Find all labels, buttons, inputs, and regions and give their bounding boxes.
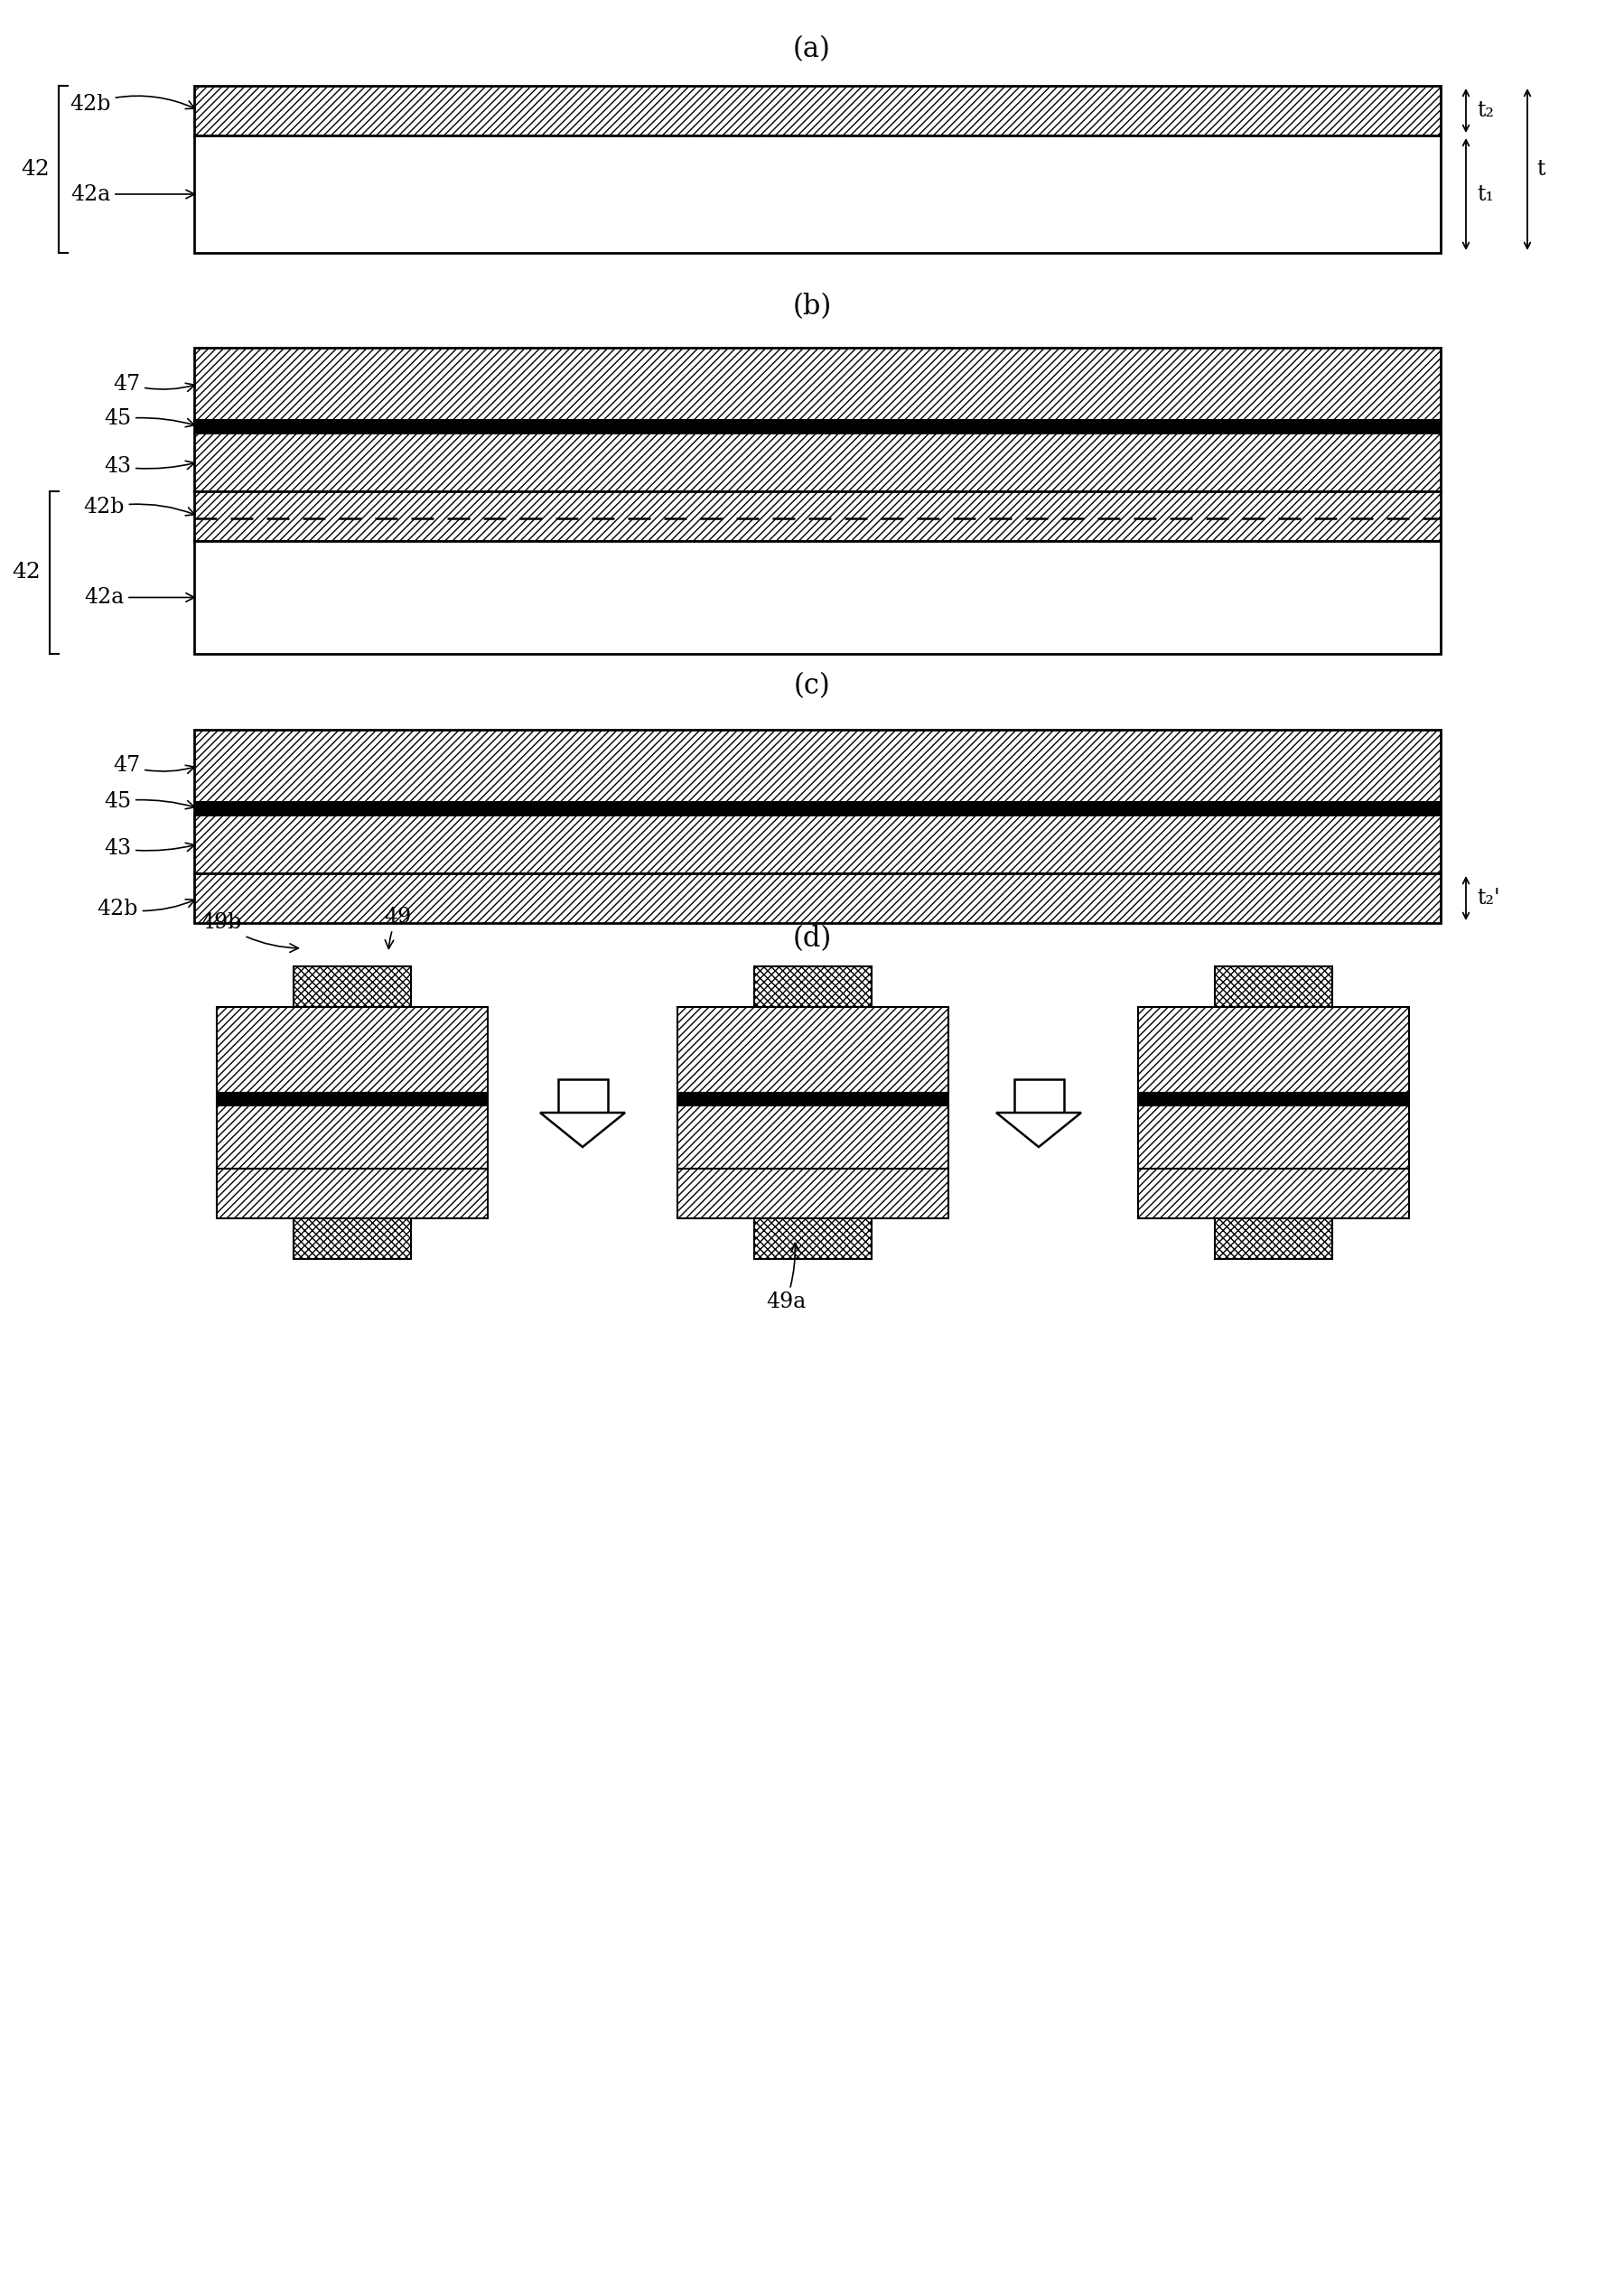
- Text: (d): (d): [793, 926, 831, 953]
- Bar: [195, 421, 1440, 432]
- Bar: [195, 730, 1440, 803]
- Text: 42b: 42b: [70, 93, 195, 114]
- Bar: [195, 348, 1440, 421]
- Bar: [677, 1106, 948, 1169]
- Text: t: t: [1536, 159, 1544, 180]
- Bar: [195, 814, 1440, 874]
- Text: t₂: t₂: [1476, 100, 1494, 121]
- Bar: [1138, 1169, 1410, 1219]
- Text: (a): (a): [793, 36, 831, 64]
- Bar: [754, 967, 872, 1008]
- Bar: [294, 967, 411, 1008]
- Bar: [1215, 967, 1332, 1008]
- Bar: [677, 1008, 948, 1092]
- Text: t₁: t₁: [1476, 184, 1494, 205]
- Text: 47: 47: [112, 755, 195, 776]
- Polygon shape: [541, 1112, 625, 1147]
- Text: 45: 45: [104, 410, 195, 430]
- Bar: [195, 136, 1440, 253]
- Text: 45: 45: [104, 792, 195, 812]
- Bar: [216, 1106, 487, 1169]
- Bar: [195, 86, 1440, 136]
- Bar: [216, 1008, 487, 1092]
- Text: 42b: 42b: [83, 498, 195, 519]
- Bar: [1015, 1078, 1064, 1112]
- Bar: [195, 874, 1440, 924]
- Bar: [195, 803, 1440, 814]
- Text: (b): (b): [793, 293, 831, 321]
- Text: 43: 43: [104, 837, 195, 860]
- Text: 49: 49: [383, 905, 411, 949]
- Bar: [195, 491, 1440, 541]
- Bar: [1215, 1219, 1332, 1258]
- Text: 43: 43: [104, 455, 195, 478]
- Text: 49b: 49b: [201, 912, 299, 953]
- Text: 42: 42: [11, 562, 41, 582]
- Bar: [195, 541, 1440, 653]
- Bar: [677, 1092, 948, 1106]
- Text: 49a: 49a: [767, 1244, 806, 1313]
- Bar: [559, 1078, 607, 1112]
- Text: 47: 47: [112, 373, 195, 394]
- Text: 42b: 42b: [97, 899, 195, 919]
- Text: 42a: 42a: [84, 587, 195, 607]
- Bar: [1138, 1008, 1410, 1092]
- Text: 42: 42: [21, 159, 50, 180]
- Bar: [1138, 1106, 1410, 1169]
- Bar: [754, 1219, 872, 1258]
- Polygon shape: [996, 1112, 1082, 1147]
- Text: t₂': t₂': [1476, 887, 1501, 908]
- Bar: [1138, 1092, 1410, 1106]
- Bar: [216, 1169, 487, 1219]
- Text: (c): (c): [794, 673, 830, 701]
- Bar: [677, 1169, 948, 1219]
- Bar: [294, 1219, 411, 1258]
- Text: 42a: 42a: [70, 184, 195, 205]
- Bar: [216, 1092, 487, 1106]
- Bar: [195, 432, 1440, 491]
